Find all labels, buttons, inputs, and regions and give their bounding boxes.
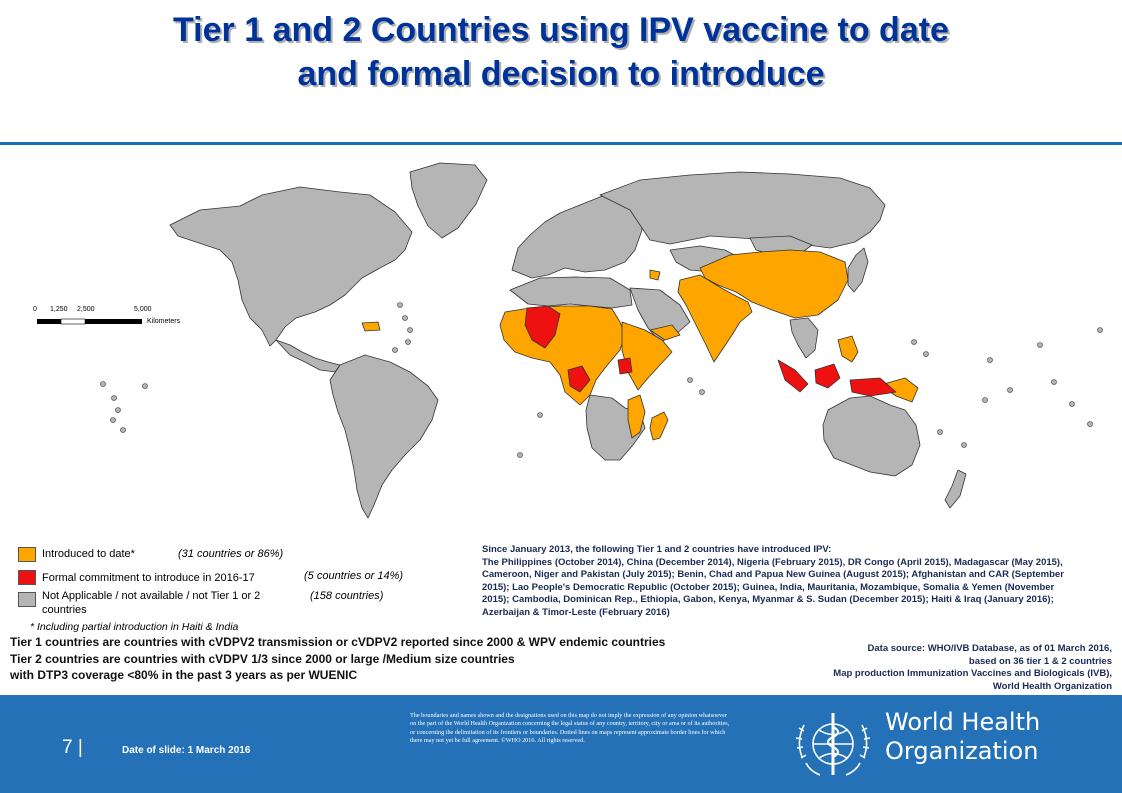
slide-number: 7 | xyxy=(62,737,83,758)
region-uganda xyxy=(617,357,633,375)
source-line: based on 36 tier 1 & 2 countries xyxy=(968,655,1112,667)
region-south-asia xyxy=(677,274,753,363)
scale-tick: 2,500 xyxy=(77,306,95,313)
who-logo-icon xyxy=(795,713,871,776)
scale-unit: Kilometers xyxy=(147,318,181,325)
tier-line: Tier 2 countries are countries with cVDP… xyxy=(10,651,515,666)
slide-date: Date of slide: 1 March 2016 xyxy=(122,745,251,756)
region-mali xyxy=(524,305,561,349)
region-west-central-africa xyxy=(499,305,626,406)
scale-bar-graphic xyxy=(37,318,142,325)
region-australia xyxy=(822,395,921,477)
legend-count: (31 countries or 86%) xyxy=(178,548,284,560)
region-north-africa xyxy=(509,276,633,309)
region-yemen xyxy=(649,324,681,341)
scale-tick: 1,250 xyxy=(50,306,68,313)
region-central-america xyxy=(275,339,341,373)
title-line-2: and formal decision to introduce xyxy=(297,55,825,93)
legend-swatch-red xyxy=(18,570,36,585)
legend-count: (158 countries) xyxy=(310,590,384,602)
who-name-line1: World Health xyxy=(885,708,1041,736)
map-legend: Introduced to date* (31 countries or 86%… xyxy=(18,544,478,624)
region-japan-korea xyxy=(847,247,869,293)
region-sulawesi-timor xyxy=(849,377,897,397)
land-formal-commitment xyxy=(524,305,897,397)
tier-line: Tier 1 countries are countries with cVDP… xyxy=(10,635,666,649)
world-map xyxy=(37,162,1103,519)
region-mozambique xyxy=(627,394,646,439)
source-line: Data source: WHO/IVB Database, as of 01 … xyxy=(867,643,1112,654)
page-title: Tier 1 and 2 Countries using IPV vaccine… xyxy=(0,8,1122,96)
region-azerbaijan xyxy=(649,269,661,281)
who-wordmark: World Health Organization xyxy=(885,708,1040,766)
region-madagascar xyxy=(649,411,669,441)
legend-label: Not Applicable / not available / not Tie… xyxy=(42,590,261,602)
island-dots xyxy=(100,302,1103,458)
legend-count: (5 countries or 14%) xyxy=(304,570,404,582)
region-north-america xyxy=(169,186,413,347)
region-thailand-vietnam xyxy=(789,317,819,359)
legend-label: Introduced to date* xyxy=(42,548,135,560)
region-south-america xyxy=(329,354,439,519)
legend-label: countries xyxy=(42,604,87,616)
timeline-body: The Philippines (October 2014), China (D… xyxy=(482,556,1064,618)
region-papua-new-guinea xyxy=(879,377,919,403)
region-china xyxy=(699,249,849,319)
tier-line: with DTP3 coverage <80% in the past 3 ye… xyxy=(10,668,358,682)
map-disclaimer: The boundaries and names shown and the d… xyxy=(410,712,730,744)
title-divider xyxy=(0,142,1122,145)
region-russia xyxy=(599,171,886,249)
source-line: World Health Organization xyxy=(992,680,1112,692)
legend-footnote: * Including partial introduction in Hait… xyxy=(30,621,239,633)
legend-swatch-grey xyxy=(18,592,36,607)
scale-tick: 0 xyxy=(33,306,37,313)
region-congo xyxy=(567,365,591,393)
introduction-timeline: Since January 2013, the following Tier 1… xyxy=(482,544,1082,619)
tier-definitions: Tier 1 countries are countries with cVDP… xyxy=(10,634,665,684)
footer-bar: 7 | Date of slide: 1 March 2016 The boun… xyxy=(0,695,1122,793)
timeline-heading: Since January 2013, the following Tier 1… xyxy=(482,544,832,555)
region-southeast-asia-islands xyxy=(837,335,859,363)
data-source: Data source: WHO/IVB Database, as of 01 … xyxy=(772,643,1112,693)
region-caribbean xyxy=(361,321,381,332)
title-line-1: Tier 1 and 2 Countries using IPV vaccine… xyxy=(173,11,949,49)
scale-tick: 5,000 xyxy=(134,306,152,313)
region-sumatra-java xyxy=(777,359,809,393)
region-greenland xyxy=(409,162,488,239)
legend-label: Formal commitment to introduce in 2016-1… xyxy=(42,572,255,584)
legend-swatch-orange xyxy=(18,547,36,562)
region-borneo xyxy=(814,363,841,389)
region-new-zealand xyxy=(944,469,967,509)
who-name-line2: Organization xyxy=(885,737,1039,765)
source-line: Map production Immunization Vaccines and… xyxy=(833,668,1112,679)
